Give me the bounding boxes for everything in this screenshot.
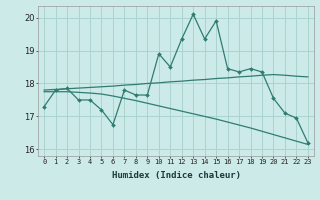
X-axis label: Humidex (Indice chaleur): Humidex (Indice chaleur) xyxy=(111,171,241,180)
